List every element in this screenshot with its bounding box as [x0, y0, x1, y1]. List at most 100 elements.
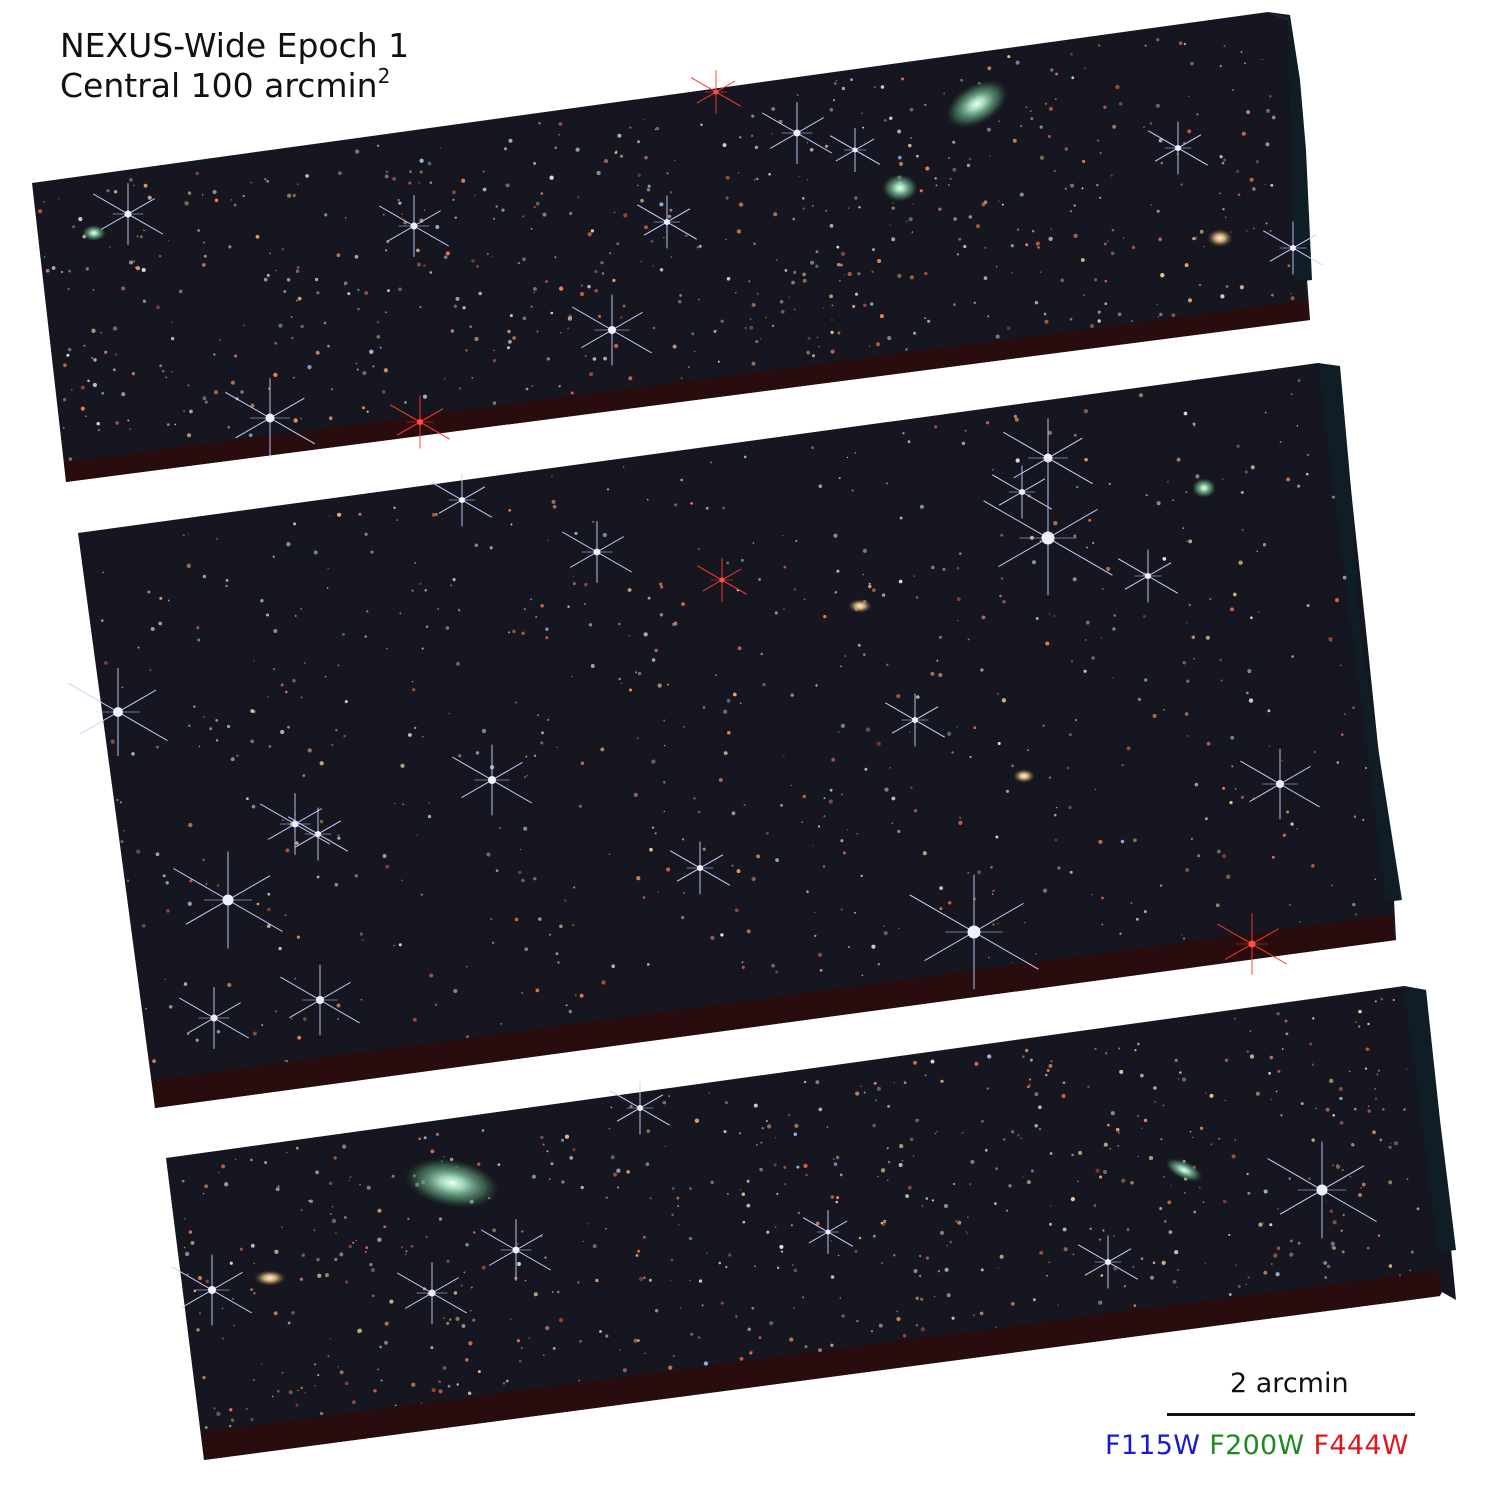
sky-source [1210, 1143, 1213, 1146]
sky-source [420, 1402, 423, 1404]
sky-source [1039, 125, 1043, 129]
star-core [793, 129, 801, 137]
sky-source [1204, 1263, 1207, 1265]
sky-source [1043, 312, 1047, 316]
sky-source [167, 599, 170, 602]
sky-source [1244, 470, 1248, 474]
sky-source [269, 252, 271, 254]
sky-source [85, 415, 87, 418]
sky-source [1367, 1022, 1370, 1026]
sky-source [382, 854, 387, 858]
sky-source [38, 209, 43, 214]
sky-source [628, 634, 631, 637]
sky-source [609, 252, 612, 255]
sky-source [302, 774, 306, 777]
sky-source [468, 1341, 473, 1346]
sky-source [726, 276, 731, 281]
sky-source [305, 174, 309, 178]
sky-source [497, 1163, 501, 1166]
sky-source [525, 755, 528, 758]
sky-source [766, 1230, 770, 1234]
sky-source [592, 1244, 597, 1249]
sky-source [987, 315, 990, 318]
sky-source [642, 896, 646, 899]
sky-source [486, 852, 491, 857]
sky-source [536, 714, 540, 717]
bright-star [802, 1210, 854, 1254]
sky-source [202, 716, 205, 718]
sky-source [438, 1217, 443, 1221]
sky-source [416, 834, 418, 836]
sky-source [1185, 491, 1188, 494]
sky-source [129, 260, 133, 265]
sky-source [1081, 187, 1084, 190]
sky-source [992, 923, 995, 926]
sky-source [315, 1170, 319, 1175]
sky-source [328, 416, 333, 420]
sky-source [1348, 1070, 1351, 1073]
sky-source [166, 909, 170, 913]
sky-source [663, 719, 666, 722]
sky-source [453, 1291, 458, 1295]
sky-source [636, 876, 641, 881]
sky-source [268, 745, 272, 748]
sky-source [940, 1079, 944, 1083]
sky-source [216, 1030, 221, 1034]
sky-source [965, 1231, 967, 1233]
sky-source [134, 266, 137, 269]
sky-source [1155, 103, 1160, 108]
sky-source [1104, 279, 1108, 283]
sky-source [155, 852, 160, 857]
sky-source [915, 596, 919, 599]
sky-source [958, 820, 963, 826]
sky-source [215, 719, 219, 722]
sky-source [442, 1366, 447, 1370]
sky-source [706, 1252, 708, 1255]
sky-source [666, 867, 671, 872]
sky-source [399, 612, 402, 615]
sky-source [908, 143, 912, 148]
sky-source [909, 107, 914, 112]
sky-source [545, 1325, 550, 1331]
sky-source [250, 403, 255, 408]
sky-source [1168, 1230, 1173, 1235]
sky-source [292, 193, 296, 198]
sky-source [947, 183, 950, 187]
sky-source [273, 1311, 278, 1316]
sky-source [836, 569, 840, 573]
sky-source [725, 238, 727, 241]
sky-source [881, 1262, 883, 1264]
sky-source [880, 85, 885, 89]
sky-source [610, 1106, 613, 1109]
sky-source [533, 162, 537, 165]
sky-source [1049, 1222, 1052, 1226]
sky-source [45, 269, 50, 273]
sky-source [1001, 203, 1004, 206]
sky-source [296, 183, 299, 186]
sky-source [336, 1003, 341, 1008]
sky-source [689, 1279, 691, 1282]
sky-source [671, 1187, 675, 1190]
sky-source [548, 1178, 551, 1181]
sky-source [1140, 1257, 1144, 1261]
sky-source [618, 622, 621, 626]
sky-source [1374, 1000, 1377, 1003]
sky-source [1062, 1081, 1066, 1084]
sky-source [807, 178, 809, 181]
sky-source [411, 680, 414, 683]
sky-source [997, 692, 999, 695]
sky-source [1160, 161, 1164, 165]
sky-source [797, 1211, 801, 1215]
sky-source [516, 1339, 521, 1343]
sky-source [327, 567, 329, 570]
sky-source [1246, 230, 1248, 232]
sky-source [253, 1262, 255, 1265]
bright-star [762, 102, 832, 164]
sky-source [572, 582, 576, 586]
sky-source [414, 561, 417, 564]
sky-source [193, 705, 196, 708]
sky-source [995, 1326, 997, 1329]
sky-source [255, 234, 260, 239]
sky-source [627, 588, 632, 592]
sky-source [544, 1256, 547, 1259]
